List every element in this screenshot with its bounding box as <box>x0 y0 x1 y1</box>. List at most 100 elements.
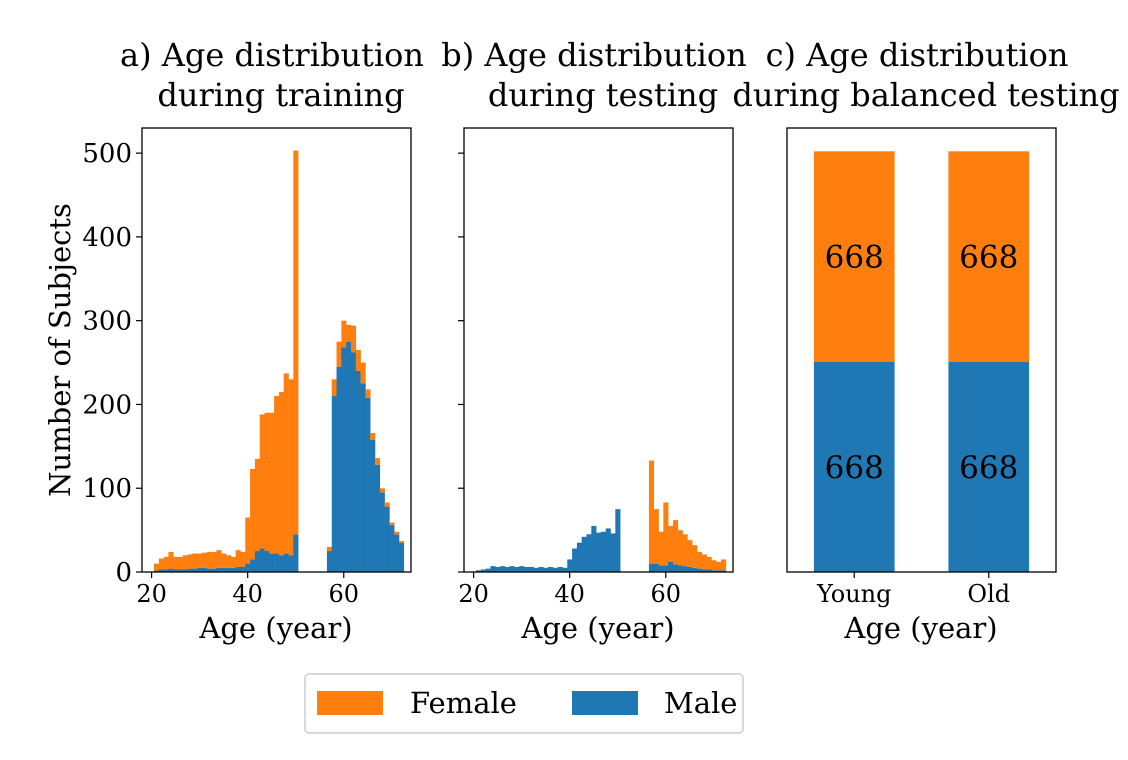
panel-training: a) Age distribution during training Age … <box>43 36 424 645</box>
bar-male-train <box>250 559 256 572</box>
data-label-female: 668 <box>959 239 1018 275</box>
bar-male-test <box>701 569 707 572</box>
ytick-label: 200 <box>82 390 132 420</box>
bar-female-test <box>648 460 655 564</box>
legend-frame <box>304 673 744 734</box>
bar-male-test <box>524 566 530 572</box>
bar-female-train <box>341 320 347 348</box>
bar-male-test <box>687 566 693 572</box>
bar-male-test <box>668 561 674 572</box>
bar-male-test <box>605 528 611 572</box>
bar-female-test <box>663 502 669 566</box>
bar-female-train <box>197 553 203 568</box>
bar-male-test <box>581 536 587 572</box>
bar-female-train <box>178 556 184 570</box>
bar-male-test <box>562 567 568 572</box>
bar-female-train <box>355 350 361 371</box>
bar-male-test <box>648 563 655 572</box>
ytick-label: 100 <box>82 474 132 504</box>
bar-female-train <box>394 531 400 535</box>
bar-female-train <box>374 458 381 465</box>
bar-male-train <box>355 370 361 572</box>
bar-male-test <box>600 531 607 572</box>
xlabel-testing: Age (year) <box>520 611 674 645</box>
bar-male-train <box>283 553 289 572</box>
legend-swatch-female <box>317 691 383 715</box>
bar-male-test <box>567 559 573 572</box>
bar-male-test <box>528 566 534 572</box>
bar-female-train <box>336 341 342 367</box>
bar-male-train <box>331 396 337 572</box>
bar-female-train <box>221 553 227 568</box>
xtick-label-balanced: Young <box>816 580 891 608</box>
bar-male-train <box>173 569 179 572</box>
bar-female-train <box>187 554 193 569</box>
xlabel-balanced: Age (year) <box>843 611 997 645</box>
bar-male-train <box>288 555 294 572</box>
bar-female-train <box>235 550 241 567</box>
legend: Female Male <box>304 673 744 734</box>
bar-female-train <box>283 373 289 554</box>
bar-female-balanced <box>813 151 895 362</box>
bar-male-test <box>677 565 683 572</box>
bar-male-test <box>586 534 592 572</box>
bar-male-test <box>576 542 582 572</box>
bar-female-train <box>206 551 212 569</box>
bar-male-balanced <box>813 361 895 572</box>
data-label-male: 668 <box>959 450 1018 486</box>
title-balanced-line1: c) Age distribution <box>766 36 1069 74</box>
bar-male-test <box>711 570 717 572</box>
bar-male-test <box>548 566 554 572</box>
ylabel: Number of Subjects <box>43 203 77 497</box>
bar-female-train <box>389 522 395 526</box>
bar-female-balanced <box>948 151 1030 362</box>
bar-male-train <box>346 341 352 572</box>
bar-female-test <box>653 509 659 564</box>
panel-testing: b) Age distribution during testing Age (… <box>441 36 746 645</box>
bar-male-test <box>519 566 525 572</box>
bar-female-test <box>687 540 693 567</box>
xtick-label-train: 20 <box>136 580 167 608</box>
bar-male-train <box>259 548 265 572</box>
bar-male-test <box>504 566 510 572</box>
bar-male-test <box>500 566 506 572</box>
bar-male-train <box>245 563 251 572</box>
bar-female-train <box>182 555 188 570</box>
bar-male-test <box>572 548 578 572</box>
bar-male-test <box>533 567 539 572</box>
axes-frame-test <box>463 127 734 573</box>
bar-male-train <box>379 492 385 572</box>
bar-female-train <box>192 553 198 569</box>
bar-female-test <box>711 560 717 571</box>
bar-female-train <box>254 458 260 552</box>
legend-label-female: Female <box>410 686 517 720</box>
bar-male-test <box>658 565 664 572</box>
bar-male-train <box>264 551 270 572</box>
bar-male-train <box>240 566 246 572</box>
data-label-female: 668 <box>825 239 884 275</box>
bar-male-train <box>154 570 160 572</box>
bar-female-train <box>379 488 385 493</box>
bar-female-train <box>269 412 275 554</box>
data-label-male: 668 <box>825 450 884 486</box>
xtick-label-balanced: Old <box>967 580 1010 608</box>
bar-male-train <box>326 551 333 572</box>
bar-male-test <box>706 569 712 572</box>
bar-male-test <box>557 566 563 572</box>
bar-male-test <box>476 570 482 572</box>
bar-female-train <box>264 412 270 552</box>
bar-male-train <box>360 383 366 572</box>
xlabel-training: Age (year) <box>198 611 352 645</box>
bar-female-train <box>230 556 236 568</box>
bar-male-test <box>663 565 669 572</box>
bar-female-train <box>240 551 246 567</box>
xtick-label-test: 60 <box>650 580 681 608</box>
bar-female-train <box>245 517 251 564</box>
bar-female-train <box>384 502 390 507</box>
title-testing-line1: b) Age distribution <box>441 36 746 74</box>
bar-male-train <box>336 366 342 572</box>
bar-female-test <box>672 520 679 565</box>
bar-female-train <box>331 379 337 397</box>
bar-female-train <box>365 389 371 398</box>
